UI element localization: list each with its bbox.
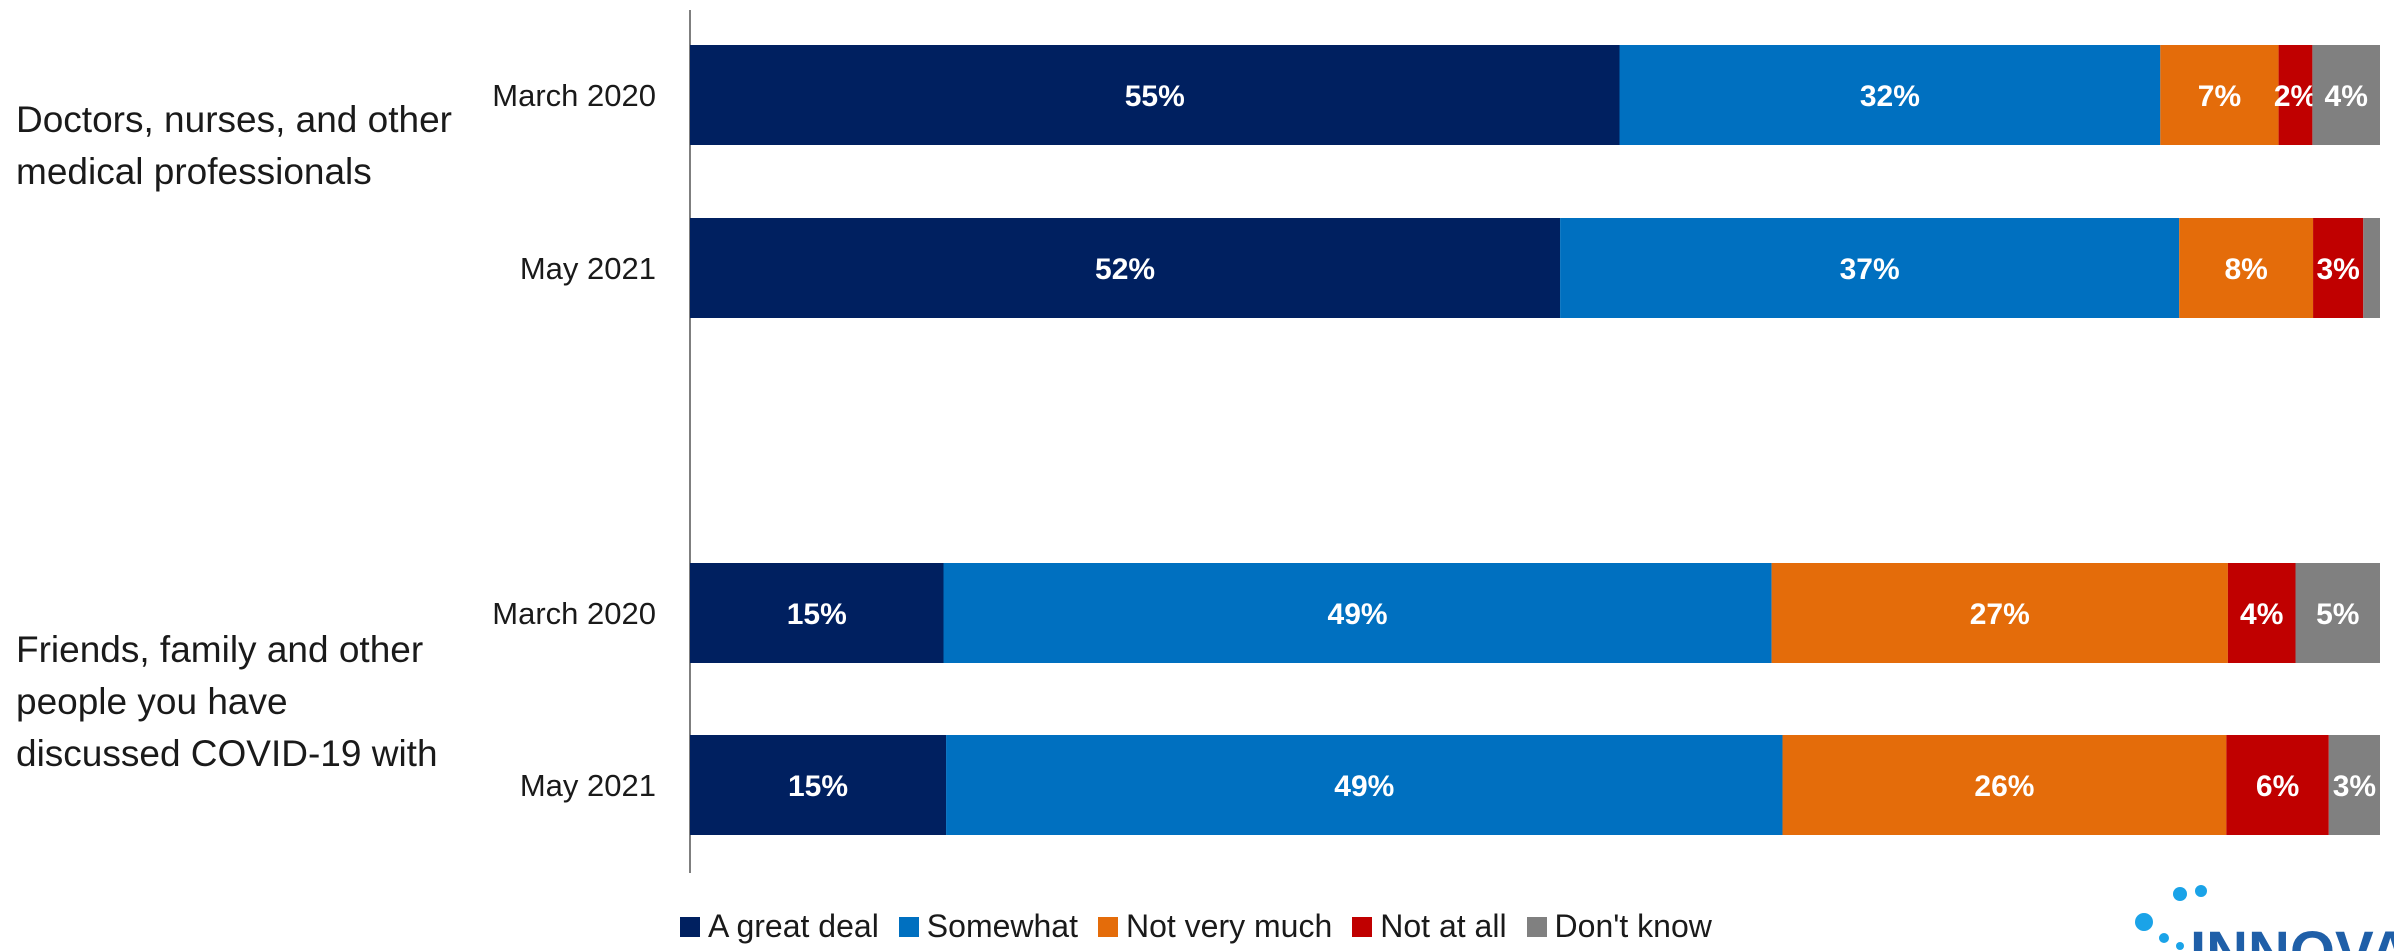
data-label: 37%	[1840, 253, 1900, 286]
legend-swatch	[1526, 916, 1547, 937]
logo-mark-icon: INNOVAT	[2135, 885, 2394, 951]
category-label: March 2020	[492, 596, 656, 631]
legend-swatch	[898, 916, 919, 937]
legend-label: Somewhat	[926, 908, 1078, 944]
bar-segment	[2160, 45, 2279, 145]
data-label: 5%	[2316, 598, 2359, 631]
bar-segment	[2313, 218, 2364, 318]
bar-segment	[1782, 735, 2227, 835]
bar-segment	[690, 735, 947, 835]
legend-swatch	[1352, 916, 1373, 937]
bar-segment	[690, 218, 1561, 318]
legend-item-not-very-much: Not very much	[1097, 908, 1333, 945]
legend-item-great-deal: A great deal	[680, 908, 879, 945]
data-label: 49%	[1328, 598, 1388, 631]
legend-swatch	[680, 916, 700, 937]
brand-logo: INNOVAT	[2120, 880, 2394, 951]
group-label-friends-family: Friends, family and other people you hav…	[16, 629, 438, 774]
bar-segment	[2363, 218, 2380, 318]
legend-item-dont-know: Don't know	[1526, 908, 1712, 945]
category-label: March 2020	[492, 78, 656, 113]
group-label-medical: Doctors, nurses, and other medical profe…	[16, 99, 452, 192]
legend-label: A great deal	[708, 908, 879, 944]
bar-segment	[690, 45, 1620, 145]
bar-segment	[2312, 45, 2380, 145]
logo-text: INNOVAT	[2190, 920, 2394, 951]
legend-swatch	[1097, 916, 1118, 937]
data-label: 15%	[788, 770, 848, 803]
bar-segment	[946, 735, 1783, 835]
bar-segment	[2179, 218, 2314, 318]
data-label: 52%	[1095, 253, 1155, 286]
bar-segment	[2227, 563, 2296, 663]
data-label: 4%	[2325, 80, 2368, 113]
category-label: May 2021	[520, 251, 656, 286]
legend: A great deal Somewhat Not very much Not …	[680, 908, 1732, 945]
legend-label: Not very much	[1125, 908, 1333, 944]
data-label: 49%	[1334, 770, 1394, 803]
legend-label: Not at all	[1380, 908, 1507, 944]
category-label: May 2021	[520, 768, 656, 803]
data-label: 32%	[1860, 80, 1920, 113]
data-label: 7%	[2198, 80, 2241, 113]
bar-segment	[943, 563, 1772, 663]
bar-segment	[2328, 735, 2380, 835]
bar-segment	[2278, 45, 2313, 145]
data-label: 27%	[1970, 598, 2030, 631]
data-label: 55%	[1125, 80, 1185, 113]
bar-segment	[690, 563, 944, 663]
data-label: 6%	[2256, 770, 2299, 803]
data-label: 2%	[2274, 80, 2317, 113]
bar-segment	[1619, 45, 2161, 145]
legend-item-somewhat: Somewhat	[898, 908, 1078, 945]
data-label: 3%	[2316, 253, 2359, 286]
data-label: 4%	[2240, 598, 2283, 631]
bar-segment	[2295, 563, 2380, 663]
bar-segment	[1771, 563, 2228, 663]
bar-segment	[1560, 218, 2180, 318]
legend-label: Don't know	[1554, 908, 1712, 944]
data-label: 26%	[1974, 770, 2034, 803]
data-label: 8%	[2224, 253, 2267, 286]
data-label: 3%	[2333, 770, 2376, 803]
legend-item-not-at-all: Not at all	[1352, 908, 1507, 945]
bar-segment	[2226, 735, 2329, 835]
data-label: 15%	[787, 598, 847, 631]
